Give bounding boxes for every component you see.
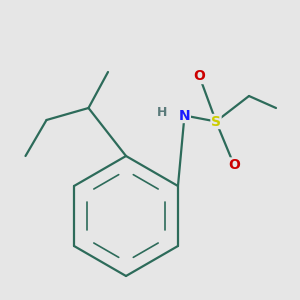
Text: S: S: [211, 115, 221, 128]
Text: H: H: [157, 106, 167, 119]
Text: N: N: [179, 109, 190, 122]
Text: O: O: [194, 70, 206, 83]
Text: O: O: [228, 158, 240, 172]
